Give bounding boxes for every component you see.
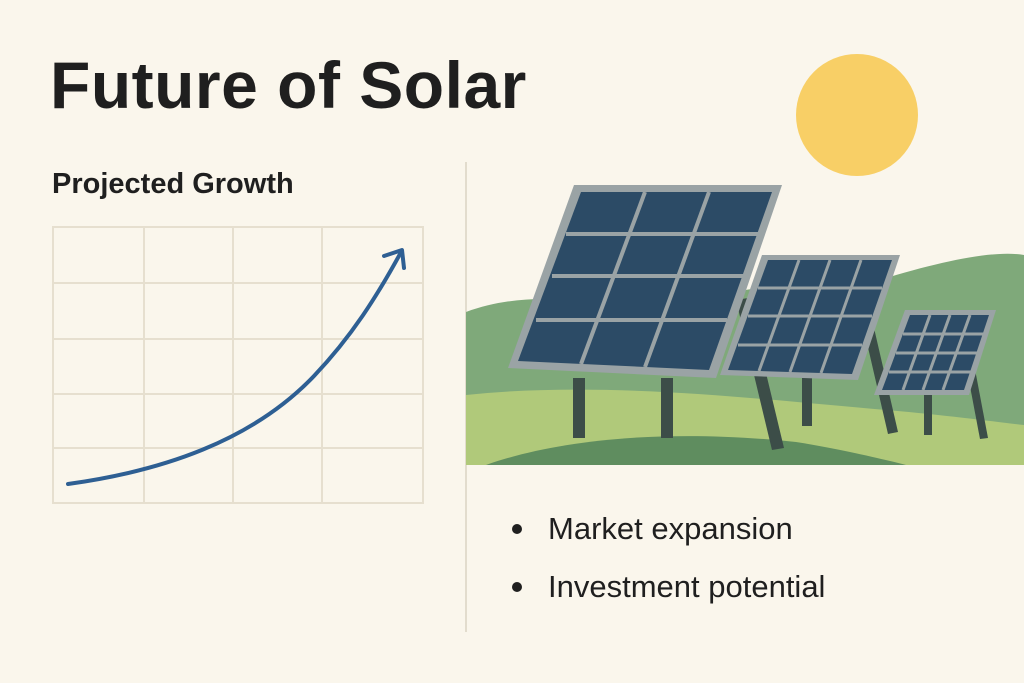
bullet-text: Market expansion bbox=[548, 511, 793, 546]
growth-chart bbox=[52, 226, 424, 504]
solar-panel-medium bbox=[720, 255, 900, 434]
bullet-text: Investment potential bbox=[548, 569, 826, 604]
front-hill bbox=[486, 436, 906, 465]
chart-subtitle: Projected Growth bbox=[52, 168, 294, 200]
arrow-head-icon bbox=[382, 248, 406, 270]
bullet-item: Investment potential bbox=[512, 558, 825, 616]
sun-icon bbox=[796, 54, 918, 176]
bullet-dot-icon bbox=[512, 524, 522, 534]
chart-grid bbox=[52, 226, 424, 504]
growth-curve bbox=[66, 252, 402, 486]
bullet-list: Market expansion Investment potential bbox=[512, 500, 825, 616]
solar-panel-small bbox=[874, 310, 996, 439]
bullet-dot-icon bbox=[512, 582, 522, 592]
slide-title: Future of Solar bbox=[50, 48, 527, 122]
solar-illustration bbox=[466, 54, 1024, 465]
bullet-item: Market expansion bbox=[512, 500, 825, 558]
